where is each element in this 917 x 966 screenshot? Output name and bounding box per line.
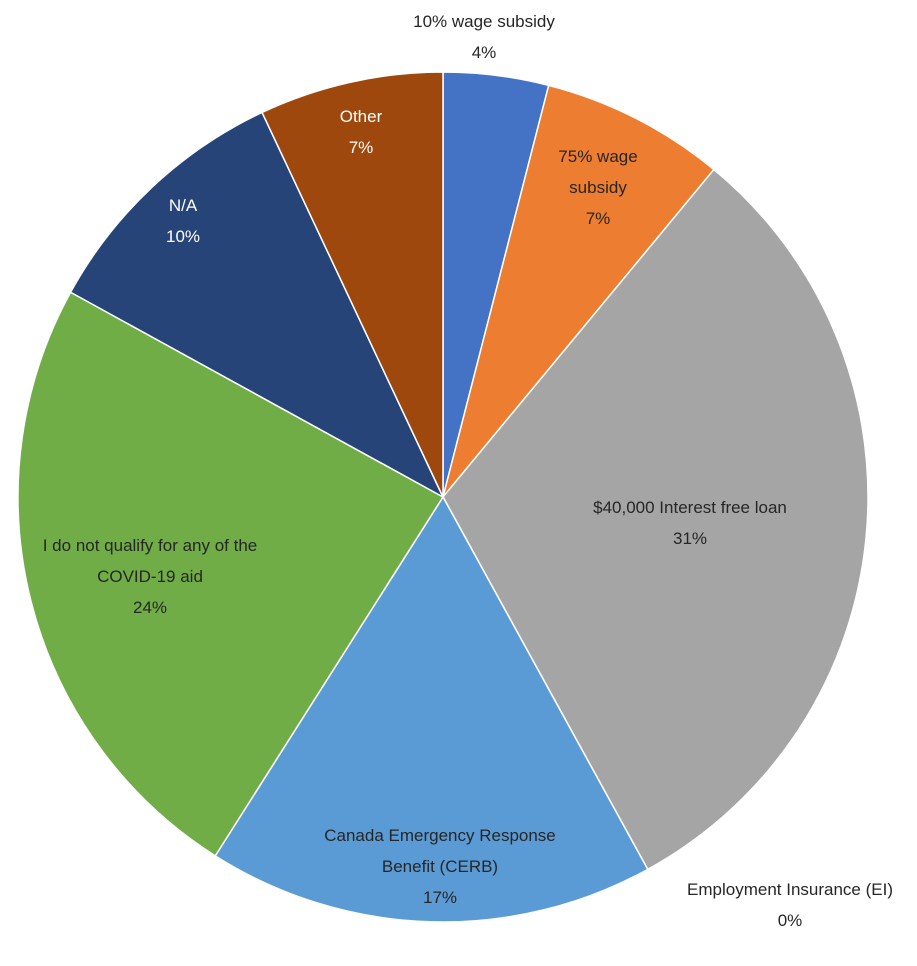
slice-label: 75% wage subsidy 7% xyxy=(543,141,653,234)
pie-slice xyxy=(69,111,445,499)
category-label: Other xyxy=(339,107,383,126)
value-label: 24% xyxy=(132,598,168,617)
slice-label: Canada Emergency Response Benefit (CERB)… xyxy=(305,820,575,913)
value-label: 10% xyxy=(165,227,201,246)
pie-slice xyxy=(442,84,715,498)
category-label: Canada Emergency Response Benefit (CERB) xyxy=(324,826,556,876)
slice-label: Employment Insurance (EI) 0% xyxy=(660,874,917,936)
value-label: 4% xyxy=(471,43,497,62)
value-label: 7% xyxy=(585,209,611,228)
pie-slice xyxy=(442,168,869,871)
value-label: 31% xyxy=(672,529,708,548)
category-label: Employment Insurance (EI) xyxy=(687,880,893,899)
pie-slice xyxy=(17,291,445,857)
slice-label: 10% wage subsidy 4% xyxy=(374,6,594,68)
category-label: 10% wage subsidy xyxy=(413,12,555,31)
category-label: N/A xyxy=(168,196,198,215)
slice-label: $40,000 Interest free loan 31% xyxy=(590,492,790,554)
slice-label: I do not qualify for any of the COVID-19… xyxy=(15,530,285,623)
pie-slice xyxy=(214,495,649,923)
value-label: 7% xyxy=(348,138,374,157)
category-label: 75% wage subsidy xyxy=(558,147,638,197)
value-label: 17% xyxy=(422,888,458,907)
pie-slice xyxy=(261,71,444,498)
value-label: 0% xyxy=(777,911,803,930)
slice-label: Other 7% xyxy=(311,101,411,163)
category-label: $40,000 Interest free loan xyxy=(593,498,787,517)
category-label: I do not qualify for any of the COVID-19… xyxy=(42,536,258,586)
slice-label: N/A 10% xyxy=(133,190,233,252)
